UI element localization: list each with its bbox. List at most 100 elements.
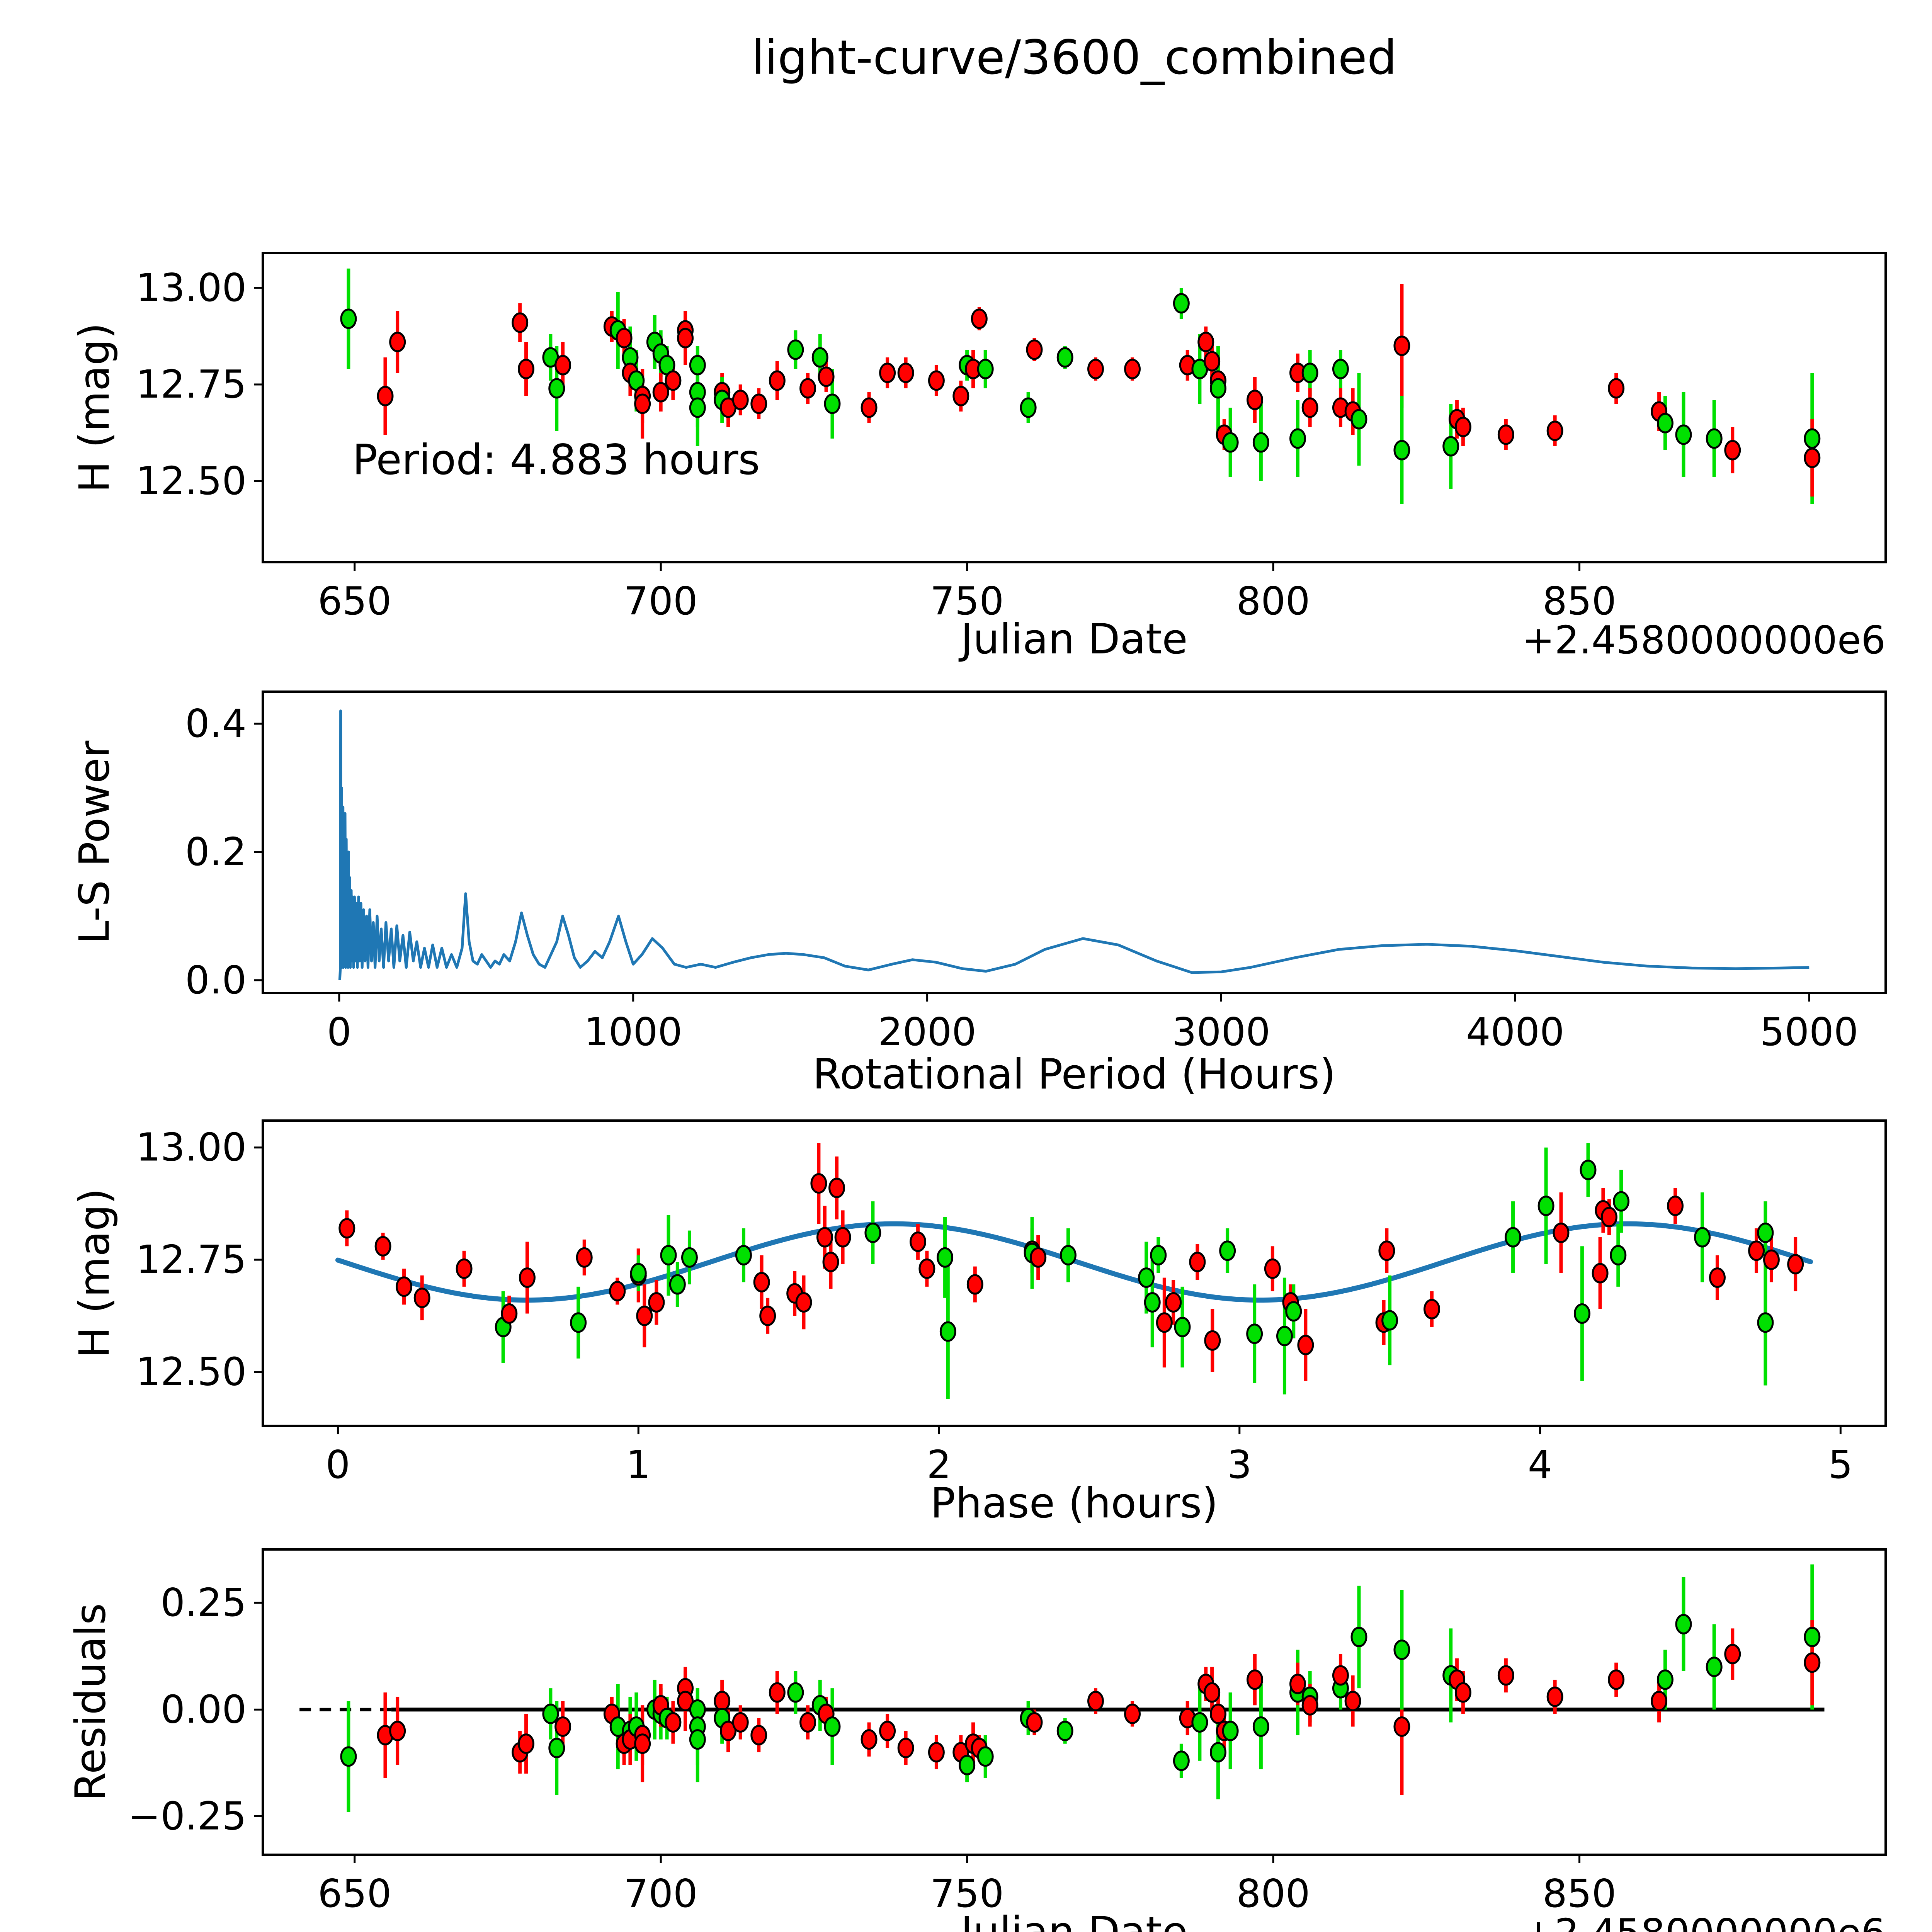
residuals-point-red xyxy=(634,1733,651,1754)
periodogram-x-tick-label: 0 xyxy=(327,1009,352,1054)
phased-x-tick-label: 2 xyxy=(927,1442,951,1487)
periodogram-curve xyxy=(338,709,1810,980)
lightcurve-point-red xyxy=(1124,359,1141,379)
lightcurve-x-axis-label: Julian Date xyxy=(961,615,1188,663)
phased-panel: 0 1 2 3 4 5 13.00 12.75 12.50 xyxy=(136,1119,1887,1487)
lightcurve-point-red xyxy=(665,370,682,391)
residuals-point-red xyxy=(714,1690,731,1711)
lightcurve-point-red xyxy=(1454,417,1471,437)
phased-point-red xyxy=(609,1281,626,1301)
phased-point-green xyxy=(669,1274,686,1295)
phased-point-red xyxy=(1204,1330,1221,1351)
phased-x-tick-label: 0 xyxy=(326,1442,350,1487)
residuals-point-green xyxy=(1706,1656,1723,1677)
lightcurve-point-red xyxy=(1724,440,1741,461)
residuals-point-green xyxy=(787,1682,804,1703)
lightcurve-point-green xyxy=(1706,428,1723,449)
lightcurve-point-green xyxy=(1209,378,1226,399)
lightcurve-point-green xyxy=(1289,428,1306,449)
lightcurve-point-red xyxy=(518,359,535,379)
phased-x-tick-label: 4 xyxy=(1528,1442,1553,1487)
phased-point-green xyxy=(864,1222,881,1243)
residuals-x-tick-label: 850 xyxy=(1543,1871,1616,1916)
residuals-point-red xyxy=(720,1721,737,1742)
phased-point-red xyxy=(795,1292,812,1313)
phased-point-red xyxy=(1423,1299,1440,1320)
phased-point-red xyxy=(1030,1247,1047,1268)
lightcurve-y-axis-label: H (mag) xyxy=(70,323,119,493)
residuals-point-red xyxy=(879,1721,896,1742)
lightcurve-point-green xyxy=(811,347,828,368)
residuals-point-red xyxy=(554,1716,571,1737)
residuals-point-green xyxy=(689,1699,706,1720)
phased-point-red xyxy=(1709,1267,1726,1288)
lightcurve-point-red xyxy=(750,393,767,414)
phased-point-green xyxy=(1757,1222,1774,1243)
phased-point-red xyxy=(1264,1258,1281,1279)
phased-point-red xyxy=(1156,1312,1173,1333)
phased-point-green xyxy=(660,1245,677,1266)
periodogram-x-tick-label: 4000 xyxy=(1466,1009,1565,1054)
periodogram-axes-frame xyxy=(262,690,1887,994)
phased-point-red xyxy=(1189,1252,1206,1272)
phased-point-red xyxy=(636,1305,653,1326)
lightcurve-point-red xyxy=(799,378,816,399)
residuals-point-red xyxy=(389,1721,406,1742)
phased-point-red xyxy=(456,1258,473,1279)
lightcurve-point-green xyxy=(1656,413,1673,434)
residuals-x-tick-label: 750 xyxy=(930,1871,1004,1916)
phased-x-tick-label: 3 xyxy=(1227,1442,1252,1487)
lightcurve-point-green xyxy=(1056,347,1073,368)
residuals-point-green xyxy=(959,1755,976,1776)
residuals-point-green xyxy=(340,1746,357,1767)
lightcurve-points xyxy=(340,293,1821,468)
lightcurve-point-green xyxy=(1393,440,1410,461)
periodogram-y-tick-label: 0.0 xyxy=(185,957,247,1003)
phased-point-green xyxy=(1144,1292,1161,1313)
residuals-points xyxy=(340,1614,1821,1776)
lightcurve-point-red xyxy=(861,397,878,418)
phased-point-red xyxy=(396,1276,413,1297)
phased-point-green xyxy=(1174,1316,1191,1337)
phased-point-green xyxy=(681,1247,698,1268)
residuals-point-red xyxy=(1247,1669,1264,1690)
residuals-point-red xyxy=(897,1738,914,1759)
lightcurve-point-red xyxy=(1393,335,1410,356)
residuals-point-red xyxy=(677,1690,694,1711)
lightcurve-point-red xyxy=(1197,332,1214,352)
residuals-point-red xyxy=(1124,1703,1141,1724)
lightcurve-point-red xyxy=(1204,351,1221,372)
residuals-point-red xyxy=(1209,1703,1226,1724)
lightcurve-point-red xyxy=(1804,447,1821,468)
lightcurve-point-red xyxy=(952,386,969,406)
phased-y-tick-label: 13.00 xyxy=(136,1125,247,1170)
phased-point-green xyxy=(1573,1303,1590,1324)
phased-point-red xyxy=(1667,1196,1684,1216)
lightcurve-point-red xyxy=(879,362,896,383)
phased-point-green xyxy=(1060,1245,1077,1266)
lightcurve-point-red xyxy=(1087,359,1104,379)
phased-point-green xyxy=(1276,1326,1293,1347)
residuals-panel: 650 700 750 800 850 0.25 0.00 −0.25 xyxy=(128,1548,1887,1916)
phased-point-green xyxy=(1580,1160,1597,1180)
lightcurve-x-tick-label: 800 xyxy=(1236,578,1310,624)
lightcurve-point-green xyxy=(689,355,706,376)
periodogram-y-tick-label: 0.4 xyxy=(185,701,247,746)
phased-point-red xyxy=(1592,1263,1609,1284)
periodogram-x-tick-label: 2000 xyxy=(878,1009,976,1054)
phased-point-red xyxy=(1553,1222,1570,1243)
periodogram-x-tick-label: 5000 xyxy=(1760,1009,1859,1054)
lightcurve-point-red xyxy=(769,370,786,391)
lightcurve-point-red xyxy=(1026,339,1043,360)
residuals-x-tick-label: 800 xyxy=(1236,1871,1310,1916)
phased-point-green xyxy=(1246,1323,1263,1344)
lightcurve-x-tick-label: 750 xyxy=(930,578,1004,624)
lightcurve-point-red xyxy=(1546,420,1563,441)
residuals-point-red xyxy=(732,1712,749,1733)
phased-point-green xyxy=(937,1247,954,1268)
residuals-point-red xyxy=(1204,1682,1221,1703)
lightcurve-point-red xyxy=(389,332,406,352)
residuals-y-tick-label: −0.25 xyxy=(128,1794,247,1839)
